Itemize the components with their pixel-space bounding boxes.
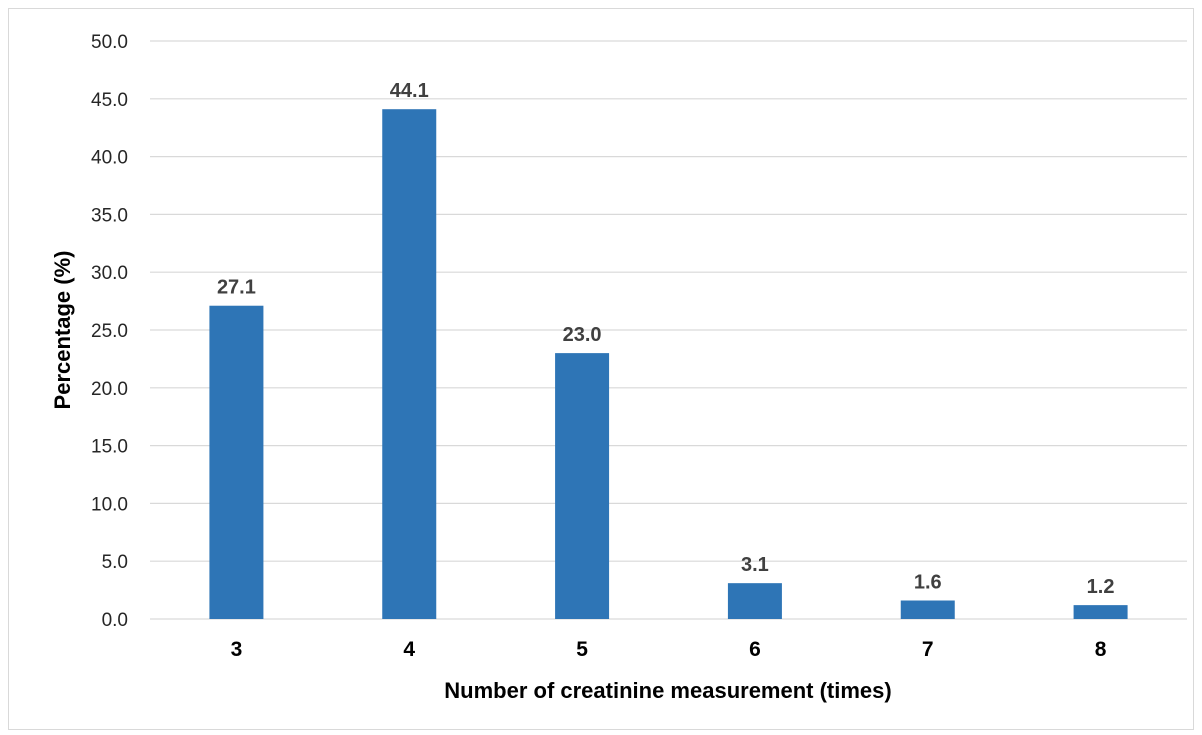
bar [555,353,610,619]
y-axis-tick-labels: 0.0 5.0 10.0 15.0 20.0 25.0 30.0 35.0 40.0 45.0 50… [91,32,128,631]
data-label: 44.1 [390,80,429,102]
bar [900,600,955,619]
data-label: 1.2 [1087,576,1115,598]
y-tick-label: 25.0 [91,321,128,342]
data-labels: 27.1 44.1 23.0 3.1 1.6 1.2 [217,80,1115,598]
data-label: 27.1 [217,277,256,299]
y-tick-label: 45.0 [91,90,128,111]
y-tick-label: 0.0 [102,610,128,631]
y-axis-title: Percentage (%) [50,251,75,410]
x-axis-tick-labels: 3 4 5 6 7 8 [231,638,1107,661]
y-tick-label: 35.0 [91,205,128,226]
grid-lines [150,40,1187,620]
x-tick-label: 5 [576,638,588,661]
y-tick-label: 5.0 [102,552,128,573]
x-tick-label: 8 [1095,638,1107,661]
bar [727,583,782,619]
y-tick-label: 50.0 [91,32,128,53]
y-tick-label: 30.0 [91,263,128,284]
y-tick-label: 15.0 [91,437,128,458]
y-tick-label: 10.0 [91,494,128,515]
x-tick-label: 6 [749,638,761,661]
y-tick-label: 40.0 [91,148,128,169]
bar [1073,605,1128,619]
data-label: 1.6 [914,572,942,594]
x-axis-title: Number of creatinine measurement (times) [444,678,891,703]
data-label: 23.0 [563,324,602,346]
x-tick-label: 3 [231,638,243,661]
x-tick-label: 7 [922,638,934,661]
bar [382,109,437,619]
y-tick-label: 20.0 [91,379,128,400]
data-label: 3.1 [741,554,769,576]
bar [209,305,264,619]
x-tick-label: 4 [403,638,415,661]
bars [209,109,1128,619]
